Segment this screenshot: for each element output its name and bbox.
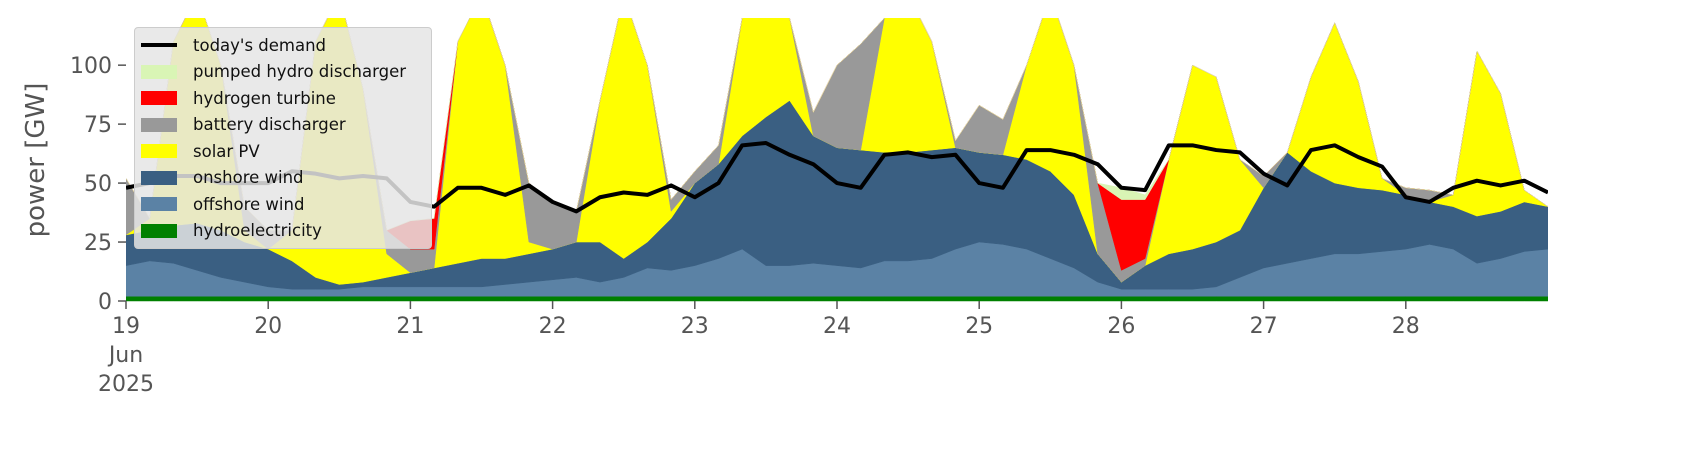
x-tick-label: 25 — [965, 314, 994, 339]
y-tick-label: 25 — [84, 231, 112, 256]
y-tick-label: 75 — [84, 113, 112, 138]
legend-item: today's demand — [135, 32, 431, 59]
y-tick-label: 100 — [70, 54, 112, 79]
y-tick-label: 50 — [84, 172, 112, 197]
x-tick-label: 22 — [538, 314, 567, 339]
area — [126, 18, 1548, 231]
x-tick-label: 20 — [254, 314, 283, 339]
legend-label: offshore wind — [193, 194, 305, 214]
legend: today's demand pumped hydro discharger hyd… — [134, 27, 432, 249]
legend-swatch — [141, 144, 177, 159]
legend-label: solar PV — [193, 141, 260, 161]
legend-swatch — [141, 223, 177, 238]
legend-item: onshore wind — [135, 165, 431, 192]
y-tick-label: 0 — [98, 290, 112, 315]
legend-swatch — [141, 170, 177, 185]
legend-item: hydroelectricity — [135, 218, 431, 245]
legend-label: hydrogen turbine — [193, 88, 336, 108]
legend-item: battery discharger — [135, 112, 431, 139]
legend-swatch — [141, 64, 177, 79]
legend-swatch — [141, 91, 177, 106]
legend-swatch — [141, 197, 177, 212]
legend-item: hydrogen turbine — [135, 85, 431, 112]
legend-swatch — [141, 43, 177, 48]
x-tick-label: 24 — [823, 314, 851, 339]
legend-item: solar PV — [135, 138, 431, 165]
legend-label: battery discharger — [193, 115, 346, 135]
x-tick-label: 23 — [680, 314, 709, 339]
x-tick-label: 27 — [1249, 314, 1278, 339]
legend-item: pumped hydro discharger — [135, 59, 431, 86]
legend-swatch — [141, 117, 177, 132]
x-tick-label: 19 Jun 2025 — [98, 314, 154, 397]
y-axis-label: power [GW] — [21, 83, 51, 238]
area — [126, 296, 1548, 302]
legend-label: pumped hydro discharger — [193, 62, 407, 82]
legend-label: onshore wind — [193, 168, 304, 188]
x-tick-label: 21 — [396, 314, 425, 339]
legend-label: hydroelectricity — [193, 221, 322, 241]
legend-item: offshore wind — [135, 191, 431, 218]
x-tick-label: 26 — [1107, 314, 1136, 339]
legend-label: today's demand — [193, 35, 327, 55]
x-tick-label: 28 — [1391, 314, 1420, 339]
